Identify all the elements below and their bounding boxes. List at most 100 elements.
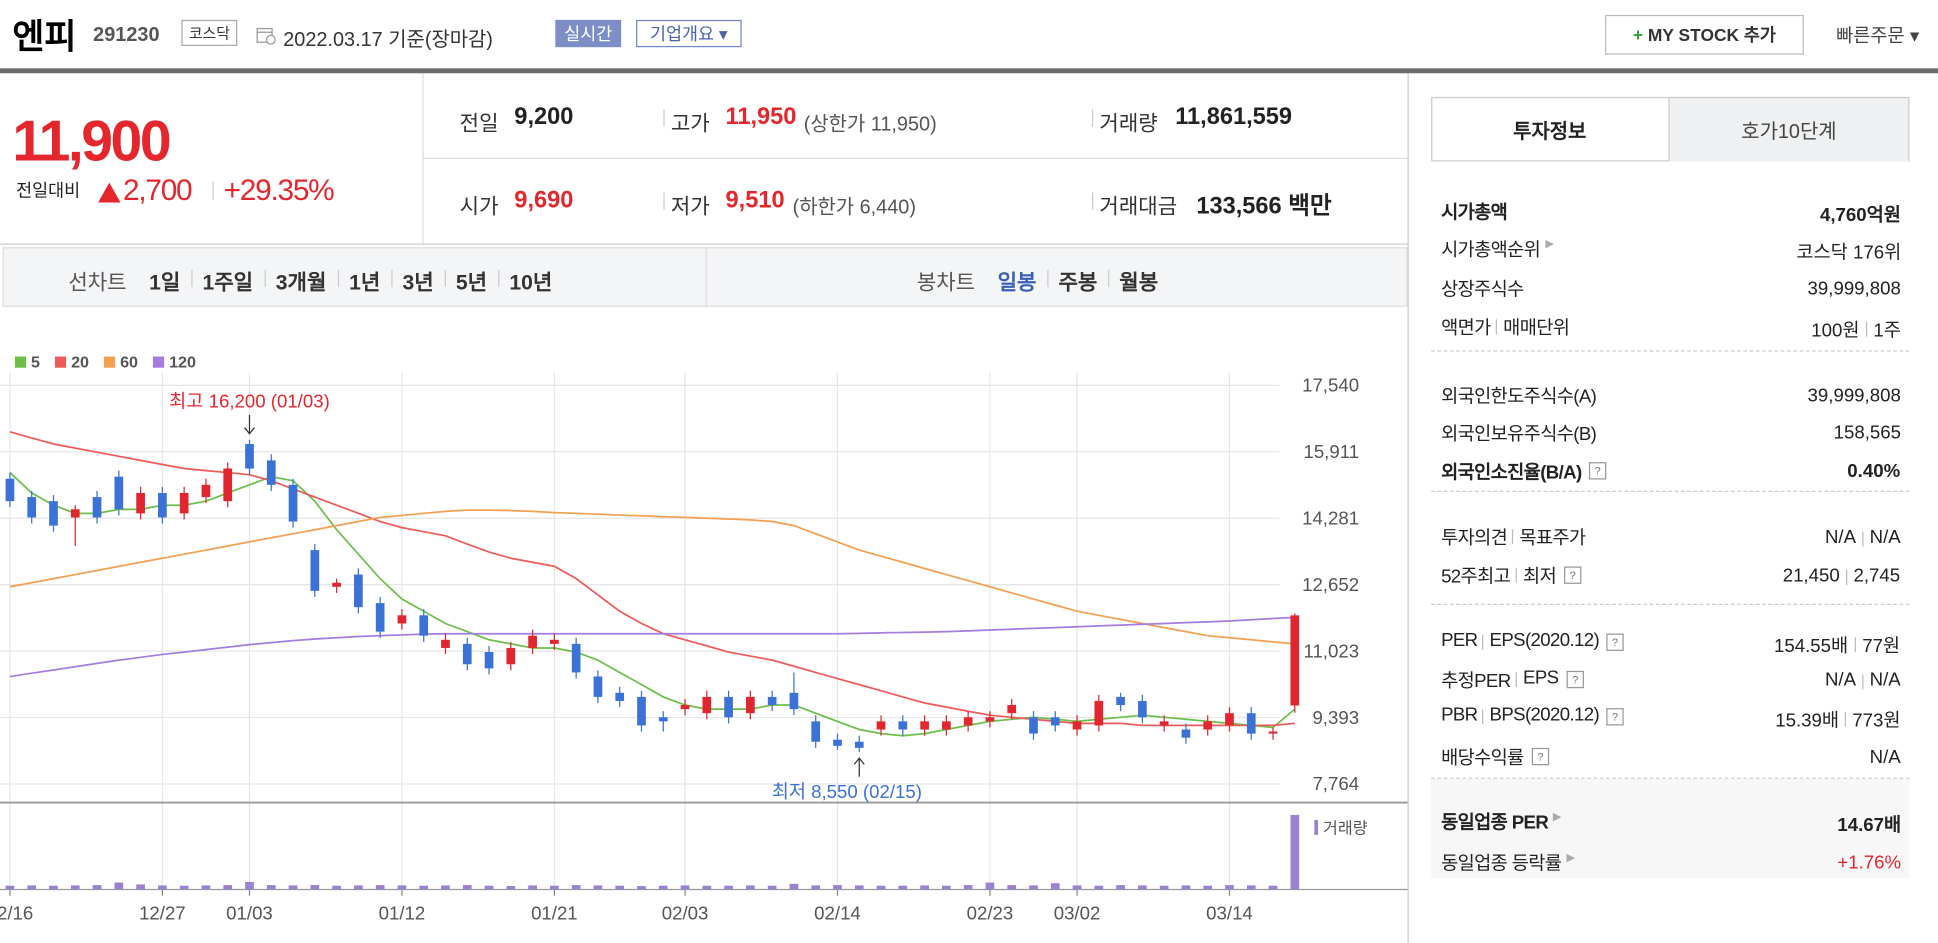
info-label: PER (1441, 629, 1478, 651)
volume-bar (767, 885, 777, 890)
candle-body (615, 692, 625, 701)
candle-body (1268, 731, 1278, 734)
help-icon[interactable]: ? (1588, 462, 1607, 480)
candle-body (876, 721, 886, 730)
candle-body (1007, 705, 1017, 714)
change-label: 전일대비 (16, 180, 81, 201)
info-value: 코스닥 176위 (1796, 242, 1902, 264)
info-label: 동일업종 PER (1441, 812, 1549, 834)
period-item[interactable]: 1주일 (202, 270, 254, 295)
volume-bar (354, 885, 363, 890)
candle-body (1072, 721, 1082, 730)
separator (1844, 711, 1847, 727)
candle-body (1159, 721, 1169, 726)
volume-bar (441, 885, 450, 890)
candle-body (637, 696, 646, 726)
market-badge: 코스닥 (181, 19, 238, 46)
candle-body (920, 721, 929, 730)
help-icon[interactable]: ? (1564, 566, 1582, 584)
period-item[interactable]: 5년 (455, 270, 488, 295)
volume-bar (419, 885, 429, 890)
help-icon[interactable]: ? (1531, 747, 1550, 766)
arrow-icon[interactable]: ▶ (1552, 809, 1562, 823)
volume-bar (854, 885, 864, 890)
quick-order[interactable]: 빠른주문 ▾ (1836, 26, 1920, 48)
info-value: 39,999,808 (1807, 385, 1901, 407)
tab-active[interactable]: 투자정보 (1513, 121, 1587, 143)
overview-button[interactable]: 기업개요 ▾ (636, 19, 742, 48)
volume-bar (1290, 814, 1300, 890)
candle-body (680, 705, 690, 710)
volume-bar (158, 885, 167, 890)
volume-bar (876, 885, 886, 890)
candle-body (854, 741, 864, 748)
dashed-separator (1431, 490, 1910, 492)
up-triangle (98, 182, 121, 203)
period-label: 봉차트 (916, 270, 976, 295)
volume-bar (637, 886, 646, 890)
my-stock-button[interactable]: + MY STOCK 추가 (1605, 14, 1804, 55)
separator (1511, 529, 1514, 545)
help-icon[interactable]: ? (1606, 633, 1624, 651)
candle-body (92, 497, 102, 518)
change-value: 2,700 (122, 173, 193, 208)
arrow-icon[interactable]: ▶ (1566, 850, 1576, 864)
info-label: 목표주가 (1519, 527, 1586, 550)
realtime-button[interactable]: 실시간 (555, 19, 622, 48)
period-item[interactable]: 일봉 (997, 270, 1037, 295)
ma-line (9, 430, 1295, 727)
candle-body (354, 574, 363, 608)
period-item[interactable]: 1일 (149, 270, 181, 295)
separator (191, 269, 193, 287)
legend-swatch (103, 356, 116, 368)
volume-bar (1225, 885, 1234, 890)
period-item[interactable]: 1년 (349, 270, 381, 295)
volume-bar (266, 885, 276, 890)
y-tick-label: 12,652 (1302, 574, 1359, 595)
legend-label: 60 (120, 354, 138, 372)
help-icon[interactable]: ? (1606, 708, 1624, 726)
candle-body (942, 721, 951, 730)
dashed-separator (1431, 777, 1910, 779)
quote-value: 11,861,559 (1175, 104, 1293, 131)
volume-bar (201, 885, 211, 890)
info-label: 최저 (1523, 566, 1557, 588)
candle-body (245, 444, 254, 469)
info-label: 투자의견 (1441, 527, 1508, 550)
info-value: 77원 (1862, 636, 1901, 658)
arrow-icon[interactable]: ▶ (1545, 237, 1555, 250)
period-item[interactable]: 3년 (402, 270, 434, 295)
tab[interactable]: 호가10단계 (1741, 121, 1837, 143)
x-tick-label: 02/14 (814, 902, 861, 923)
info-label: 외국인한도주식수(A) (1441, 386, 1597, 408)
quote-value: 9,690 (514, 187, 574, 214)
legend-label: 20 (71, 354, 89, 372)
info-value: 0.40% (1847, 460, 1901, 483)
separator (1091, 192, 1094, 210)
dashed-separator (1431, 603, 1910, 606)
period-item[interactable]: 3개월 (275, 270, 327, 295)
volume-bar (1159, 885, 1169, 890)
separator (1495, 319, 1497, 335)
header-rule (0, 68, 1938, 74)
separator (444, 269, 446, 287)
period-item[interactable]: 10년 (509, 270, 553, 295)
candle-body (985, 717, 995, 722)
period-item[interactable]: 월봉 (1119, 270, 1159, 295)
period-bar (2, 247, 1408, 307)
candle-body (310, 550, 320, 591)
candle-body (484, 652, 494, 669)
quote-label: 거래량 (1099, 111, 1158, 136)
volume-bar (1181, 885, 1191, 890)
volume-bar (550, 885, 559, 890)
info-label: 매매단위 (1503, 318, 1570, 340)
candle-body (593, 676, 603, 697)
candle-body (789, 692, 799, 710)
period-item[interactable]: 주봉 (1058, 270, 1098, 295)
info-label: EPS (1523, 667, 1559, 689)
help-icon[interactable]: ? (1566, 670, 1584, 689)
ma-line (9, 616, 1295, 678)
my-stock-text: MY STOCK 추가 (1647, 24, 1776, 45)
volume-bar (789, 883, 799, 890)
ma-line (9, 509, 1295, 645)
